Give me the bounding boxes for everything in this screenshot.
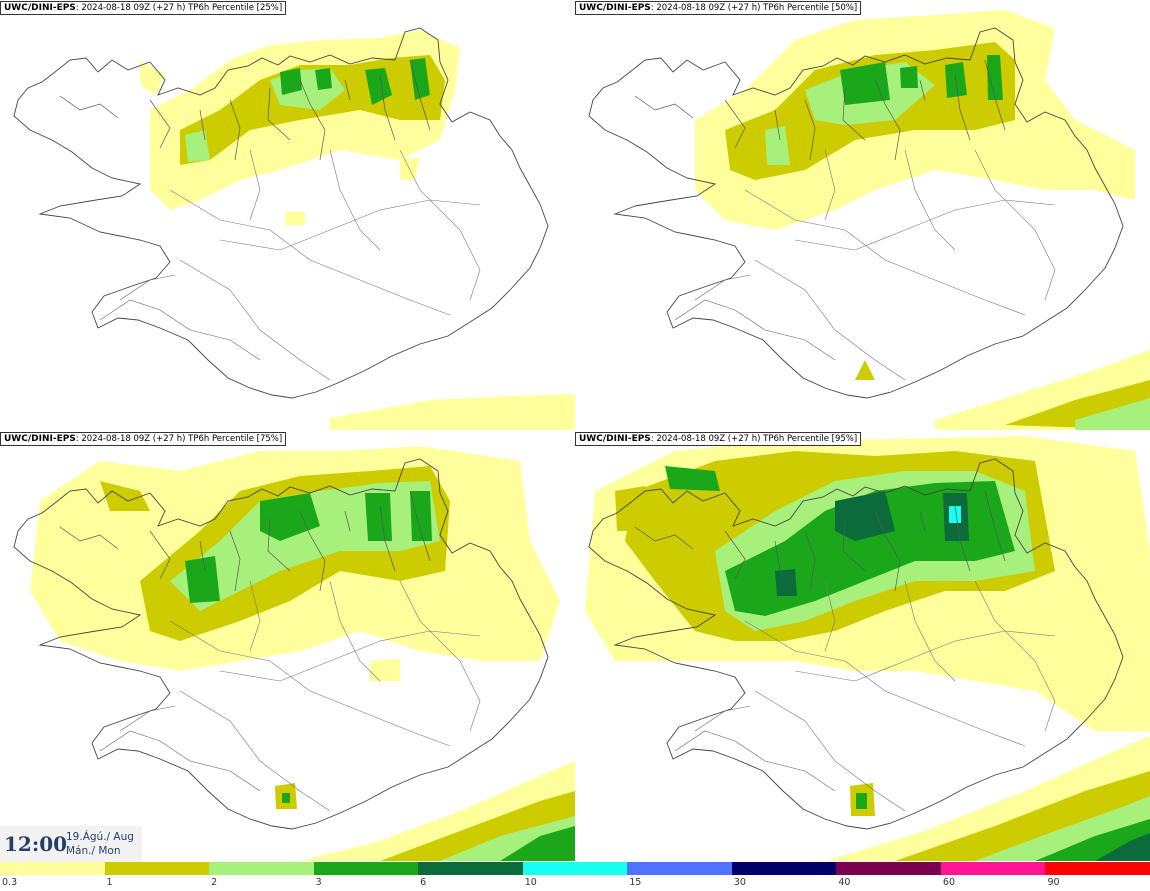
- legend-tick-label: 2: [211, 877, 218, 888]
- run-info: : 2024-08-18 09Z (+27 h): [75, 3, 186, 13]
- product-label: TP6h Percentile [25%]: [188, 3, 283, 13]
- model-name: UWC/DINI-EPS: [4, 434, 76, 444]
- run-info: : 2024-08-18 09Z (+27 h): [75, 434, 186, 444]
- map-panel-p50: UWC/DINI-EPS: 2024-08-18 09Z (+27 h) TP6…: [575, 0, 1150, 430]
- precip-map: [588, 10, 1150, 430]
- legend-swatch: [940, 862, 1046, 875]
- legend-tick-label: 15: [629, 877, 642, 888]
- legend-swatch: [418, 862, 523, 875]
- panel-header: UWC/DINI-EPS: 2024-08-18 09Z (+27 h) TP6…: [575, 1, 862, 15]
- run-info: : 2024-08-18 09Z (+27 h): [650, 3, 761, 13]
- product-label: TP6h Percentile [50%]: [763, 3, 858, 13]
- map-panel-p75: UWC/DINI-EPS: 2024-08-18 09Z (+27 h) TP6…: [0, 431, 575, 861]
- legend-swatch: [1045, 862, 1150, 875]
- legend-tick-label: 0.3: [2, 877, 18, 888]
- precip-map: [585, 436, 1150, 861]
- legend-swatch: [313, 862, 419, 875]
- panel-header: UWC/DINI-EPS: 2024-08-18 09Z (+27 h) TP6…: [0, 1, 287, 15]
- legend-swatch: [627, 862, 732, 875]
- model-name: UWC/DINI-EPS: [579, 3, 651, 13]
- precip-field: [30, 446, 575, 861]
- run-info: : 2024-08-18 09Z (+27 h): [650, 434, 761, 444]
- map-panel-p95: UWC/DINI-EPS: 2024-08-18 09Z (+27 h) TP6…: [575, 431, 1150, 861]
- panel-header: UWC/DINI-EPS: 2024-08-18 09Z (+27 h) TP6…: [575, 432, 862, 446]
- legend-tick-label: 10: [524, 877, 537, 888]
- valid-date: 19.Ágú./ Aug: [66, 831, 134, 843]
- valid-time-box: 12:00 19.Ágú./ Aug Mán./ Mon: [0, 826, 142, 862]
- valid-time: 12:00: [4, 832, 68, 856]
- legend-swatch: [836, 862, 941, 875]
- color-legend: 0.3 1 2 3 6 10 15 30 40 60 90: [0, 862, 1150, 891]
- map-panel-p25: UWC/DINI-EPS: 2024-08-18 09Z (+27 h) TP6…: [0, 0, 575, 430]
- legend-tick-label: 6: [420, 877, 427, 888]
- legend-tick-label: 60: [942, 877, 955, 888]
- precip-map: [13, 446, 575, 861]
- product-label: TP6h Percentile [75%]: [188, 434, 283, 444]
- legend-swatch: [104, 862, 210, 875]
- precip-field: [695, 10, 1150, 430]
- model-name: UWC/DINI-EPS: [579, 434, 651, 444]
- precip-map: [13, 27, 575, 430]
- legend-swatch: [731, 862, 837, 875]
- precip-field: [140, 30, 575, 430]
- legend-swatch: [0, 862, 105, 875]
- legend-swatch: [522, 862, 628, 875]
- legend-tick-label: 90: [1047, 877, 1060, 888]
- product-label: TP6h Percentile [95%]: [763, 434, 858, 444]
- panel-header: UWC/DINI-EPS: 2024-08-18 09Z (+27 h) TP6…: [0, 432, 287, 446]
- legend-tick-label: 40: [838, 877, 851, 888]
- legend-tick-label: 3: [315, 877, 322, 888]
- valid-weekday: Mán./ Mon: [66, 845, 121, 857]
- legend-swatch: [209, 862, 314, 875]
- legend-tick-label: 30: [733, 877, 746, 888]
- model-name: UWC/DINI-EPS: [4, 3, 76, 13]
- legend-tick-label: 1: [106, 877, 113, 888]
- precip-field: [585, 436, 1150, 861]
